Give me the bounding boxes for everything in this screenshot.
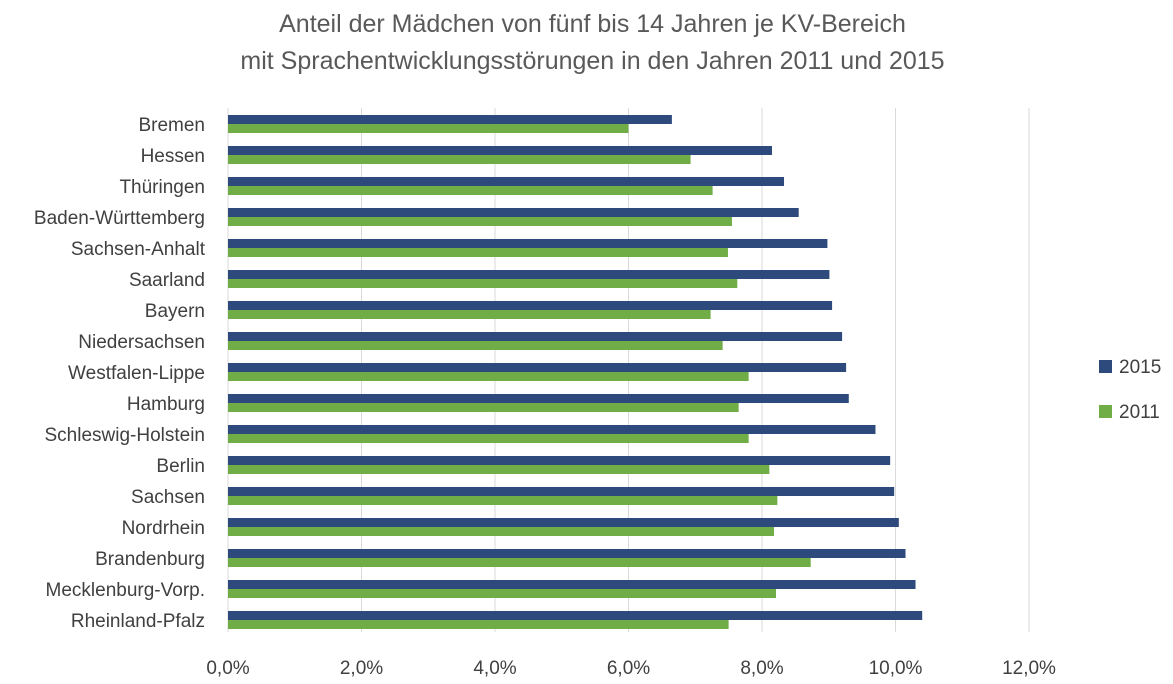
bar-2015-niedersachsen: [228, 332, 843, 341]
bar-2015-bayern: [228, 301, 833, 310]
bar-2011-brandenburg: [228, 558, 811, 567]
category-label-hessen: Hessen: [141, 146, 205, 167]
category-label-schleswig-holstein: Schleswig-Holstein: [44, 425, 205, 446]
bar-2015-brandenburg: [228, 549, 906, 558]
legend-label-2015: 2015: [1119, 357, 1161, 378]
category-label-niedersachsen: Niedersachsen: [78, 332, 205, 353]
bar-2011-nordrhein: [228, 527, 775, 536]
x-tick-label: 6,0%: [607, 658, 650, 679]
bar-2011-hamburg: [228, 403, 739, 412]
x-tick-label: 12,0%: [1002, 658, 1056, 679]
category-label-sachsen-anhalt: Sachsen-Anhalt: [71, 239, 206, 260]
bar-2011-saarland: [228, 279, 738, 288]
category-label-nordrhein: Nordrhein: [122, 518, 205, 539]
chart-title-line-2: mit Sprachentwicklungsstörungen in den J…: [240, 47, 945, 75]
bar-2011-sachsen-anhalt: [228, 248, 728, 257]
category-label-bayern: Bayern: [145, 301, 205, 322]
category-label-baden-württemberg: Baden-Württemberg: [34, 208, 205, 229]
bar-2011-schleswig-holstein: [228, 434, 749, 443]
bar-2015-nordrhein: [228, 518, 899, 527]
bar-2011-berlin: [228, 465, 770, 474]
legend-swatch-2011: [1099, 405, 1112, 418]
category-label-saarland: Saarland: [129, 270, 205, 291]
category-label-brandenburg: Brandenburg: [95, 549, 205, 570]
bar-2015-rheinland-pfalz: [228, 611, 923, 620]
bar-2015-sachsen-anhalt: [228, 239, 828, 248]
bar-2015-hessen: [228, 146, 773, 155]
bar-2015-westfalen-lippe: [228, 363, 847, 372]
bar-2011-westfalen-lippe: [228, 372, 749, 381]
legend-swatch-2015: [1099, 360, 1112, 373]
category-label-thüringen: Thüringen: [119, 177, 205, 198]
legend-label-2011: 2011: [1119, 402, 1160, 423]
bar-2011-mecklenburg-vorp: [228, 589, 777, 598]
category-label-westfalen-lippe: Westfalen-Lippe: [68, 363, 205, 384]
legend: 2015 2011: [1099, 357, 1161, 423]
chart-title: Anteil der Mädchen von fünf bis 14 Jahre…: [0, 6, 1173, 80]
category-label-mecklenburg-vorp: Mecklenburg-Vorp.: [46, 580, 205, 601]
category-label-rheinland-pfalz: Rheinland-Pfalz: [71, 611, 205, 632]
x-tick-label: 0,0%: [206, 658, 249, 679]
bar-2011-niedersachsen: [228, 341, 723, 350]
bar-2011-rheinland-pfalz: [228, 620, 729, 629]
chart-title-line-1: Anteil der Mädchen von fünf bis 14 Jahre…: [279, 10, 906, 38]
bar-2015-hamburg: [228, 394, 849, 403]
bar-2011-bayern: [228, 310, 711, 319]
category-label-hamburg: Hamburg: [127, 394, 205, 415]
bar-2011-sachsen: [228, 496, 778, 505]
bar-2011-hessen: [228, 155, 691, 164]
bar-2015-mecklenburg-vorp: [228, 580, 916, 589]
bar-2011-thüringen: [228, 186, 713, 195]
bar-2015-sachsen: [228, 487, 895, 496]
bar-2015-bremen: [228, 115, 672, 124]
bar-2011-bremen: [228, 124, 629, 133]
bar-2011-baden-württemberg: [228, 217, 732, 226]
x-tick-label: 8,0%: [740, 658, 783, 679]
category-labels: Bremen Hessen Thüringen Baden-Württemberg Sa…: [34, 115, 206, 632]
x-tick-label: 10,0%: [869, 658, 923, 679]
bar-2015-saarland: [228, 270, 830, 279]
bar-2015-thüringen: [228, 177, 785, 186]
category-label-bremen: Bremen: [138, 115, 205, 136]
category-label-berlin: Berlin: [156, 456, 205, 477]
bar-2015-schleswig-holstein: [228, 425, 876, 434]
bars: [228, 115, 923, 629]
x-tick-labels: 0,0% 2,0% 4,0% 6,0% 8,0% 10,0% 12,0%: [206, 658, 1056, 679]
bar-2015-baden-württemberg: [228, 208, 799, 217]
bar-2015-berlin: [228, 456, 891, 465]
category-label-sachsen: Sachsen: [131, 487, 205, 508]
x-tick-label: 2,0%: [340, 658, 383, 679]
x-tick-label: 4,0%: [473, 658, 516, 679]
